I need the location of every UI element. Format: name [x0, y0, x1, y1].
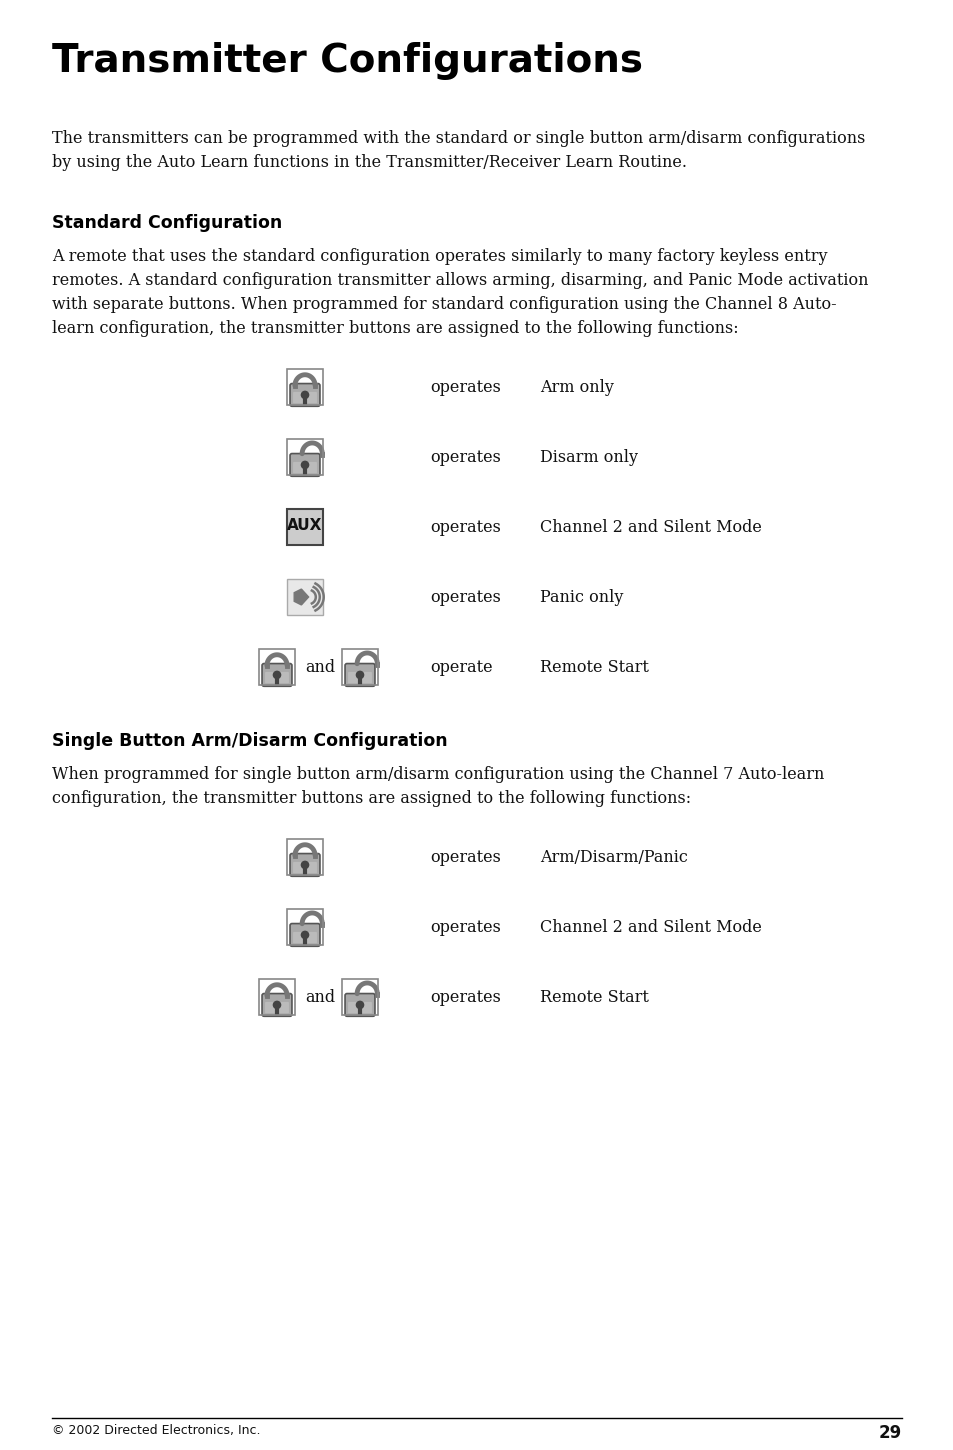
Text: configuration, the transmitter buttons are assigned to the following functions:: configuration, the transmitter buttons a…	[52, 790, 690, 808]
Text: Single Button Arm/Disarm Configuration: Single Button Arm/Disarm Configuration	[52, 732, 447, 750]
Circle shape	[274, 1002, 280, 1009]
Bar	[287, 840, 323, 874]
FancyBboxPatch shape	[345, 664, 375, 686]
Bar	[341, 650, 377, 684]
Text: © 2002 Directed Electronics, Inc.: © 2002 Directed Electronics, Inc.	[52, 1424, 260, 1437]
Text: Remote Start: Remote Start	[539, 989, 648, 1005]
Text: operates: operates	[430, 589, 500, 606]
Text: remotes. A standard configuration transmitter allows arming, disarming, and Pani: remotes. A standard configuration transm…	[52, 273, 867, 289]
FancyBboxPatch shape	[293, 861, 316, 873]
Text: with separate buttons. When programmed for standard configuration using the Chan: with separate buttons. When programmed f…	[52, 296, 836, 313]
FancyBboxPatch shape	[290, 854, 319, 876]
Circle shape	[301, 392, 308, 399]
FancyBboxPatch shape	[348, 671, 372, 683]
FancyBboxPatch shape	[265, 1002, 289, 1014]
Text: Channel 2 and Silent Mode: Channel 2 and Silent Mode	[539, 918, 761, 935]
FancyBboxPatch shape	[293, 463, 316, 473]
Bar	[258, 650, 294, 684]
Polygon shape	[294, 589, 301, 605]
Polygon shape	[301, 589, 308, 605]
Text: Standard Configuration: Standard Configuration	[52, 215, 282, 232]
Text: A remote that uses the standard configuration operates similarly to many factory: A remote that uses the standard configur…	[52, 248, 826, 265]
Text: Arm/Disarm/Panic: Arm/Disarm/Panic	[539, 848, 687, 866]
FancyBboxPatch shape	[262, 993, 292, 1016]
Bar	[287, 439, 323, 476]
Text: Arm only: Arm only	[539, 378, 613, 396]
Bar	[258, 979, 294, 1015]
Bar	[287, 579, 323, 615]
Bar	[287, 909, 323, 945]
Circle shape	[356, 671, 363, 679]
Text: operates: operates	[430, 918, 500, 935]
Text: operates: operates	[430, 519, 500, 535]
Text: AUX: AUX	[287, 518, 322, 532]
Text: Channel 2 and Silent Mode: Channel 2 and Silent Mode	[539, 519, 761, 535]
Bar	[287, 509, 323, 545]
Text: Transmitter Configurations: Transmitter Configurations	[52, 42, 642, 80]
Text: and: and	[305, 658, 335, 676]
Text: and: and	[305, 989, 335, 1005]
FancyBboxPatch shape	[293, 392, 316, 403]
Text: operates: operates	[430, 378, 500, 396]
Text: Remote Start: Remote Start	[539, 658, 648, 676]
FancyBboxPatch shape	[348, 1002, 372, 1014]
Text: The transmitters can be programmed with the standard or single button arm/disarm: The transmitters can be programmed with …	[52, 130, 864, 146]
Text: operates: operates	[430, 448, 500, 465]
FancyBboxPatch shape	[290, 924, 319, 947]
FancyBboxPatch shape	[345, 993, 375, 1016]
FancyBboxPatch shape	[265, 671, 289, 683]
Circle shape	[301, 931, 308, 938]
Bar	[287, 368, 323, 405]
Text: operates: operates	[430, 989, 500, 1005]
Text: Panic only: Panic only	[539, 589, 622, 606]
Circle shape	[274, 671, 280, 679]
Text: When programmed for single button arm/disarm configuration using the Channel 7 A: When programmed for single button arm/di…	[52, 766, 823, 783]
Text: learn configuration, the transmitter buttons are assigned to the following funct: learn configuration, the transmitter but…	[52, 320, 738, 336]
FancyBboxPatch shape	[293, 932, 316, 944]
Circle shape	[301, 461, 308, 468]
Text: Disarm only: Disarm only	[539, 448, 638, 465]
FancyBboxPatch shape	[262, 664, 292, 686]
FancyBboxPatch shape	[290, 384, 319, 406]
Text: operate: operate	[430, 658, 492, 676]
Text: operates: operates	[430, 848, 500, 866]
Circle shape	[301, 861, 308, 869]
Text: 29: 29	[878, 1424, 901, 1441]
Circle shape	[356, 1002, 363, 1009]
FancyBboxPatch shape	[290, 454, 319, 476]
Bar	[341, 979, 377, 1015]
Text: by using the Auto Learn functions in the Transmitter/Receiver Learn Routine.: by using the Auto Learn functions in the…	[52, 154, 686, 171]
